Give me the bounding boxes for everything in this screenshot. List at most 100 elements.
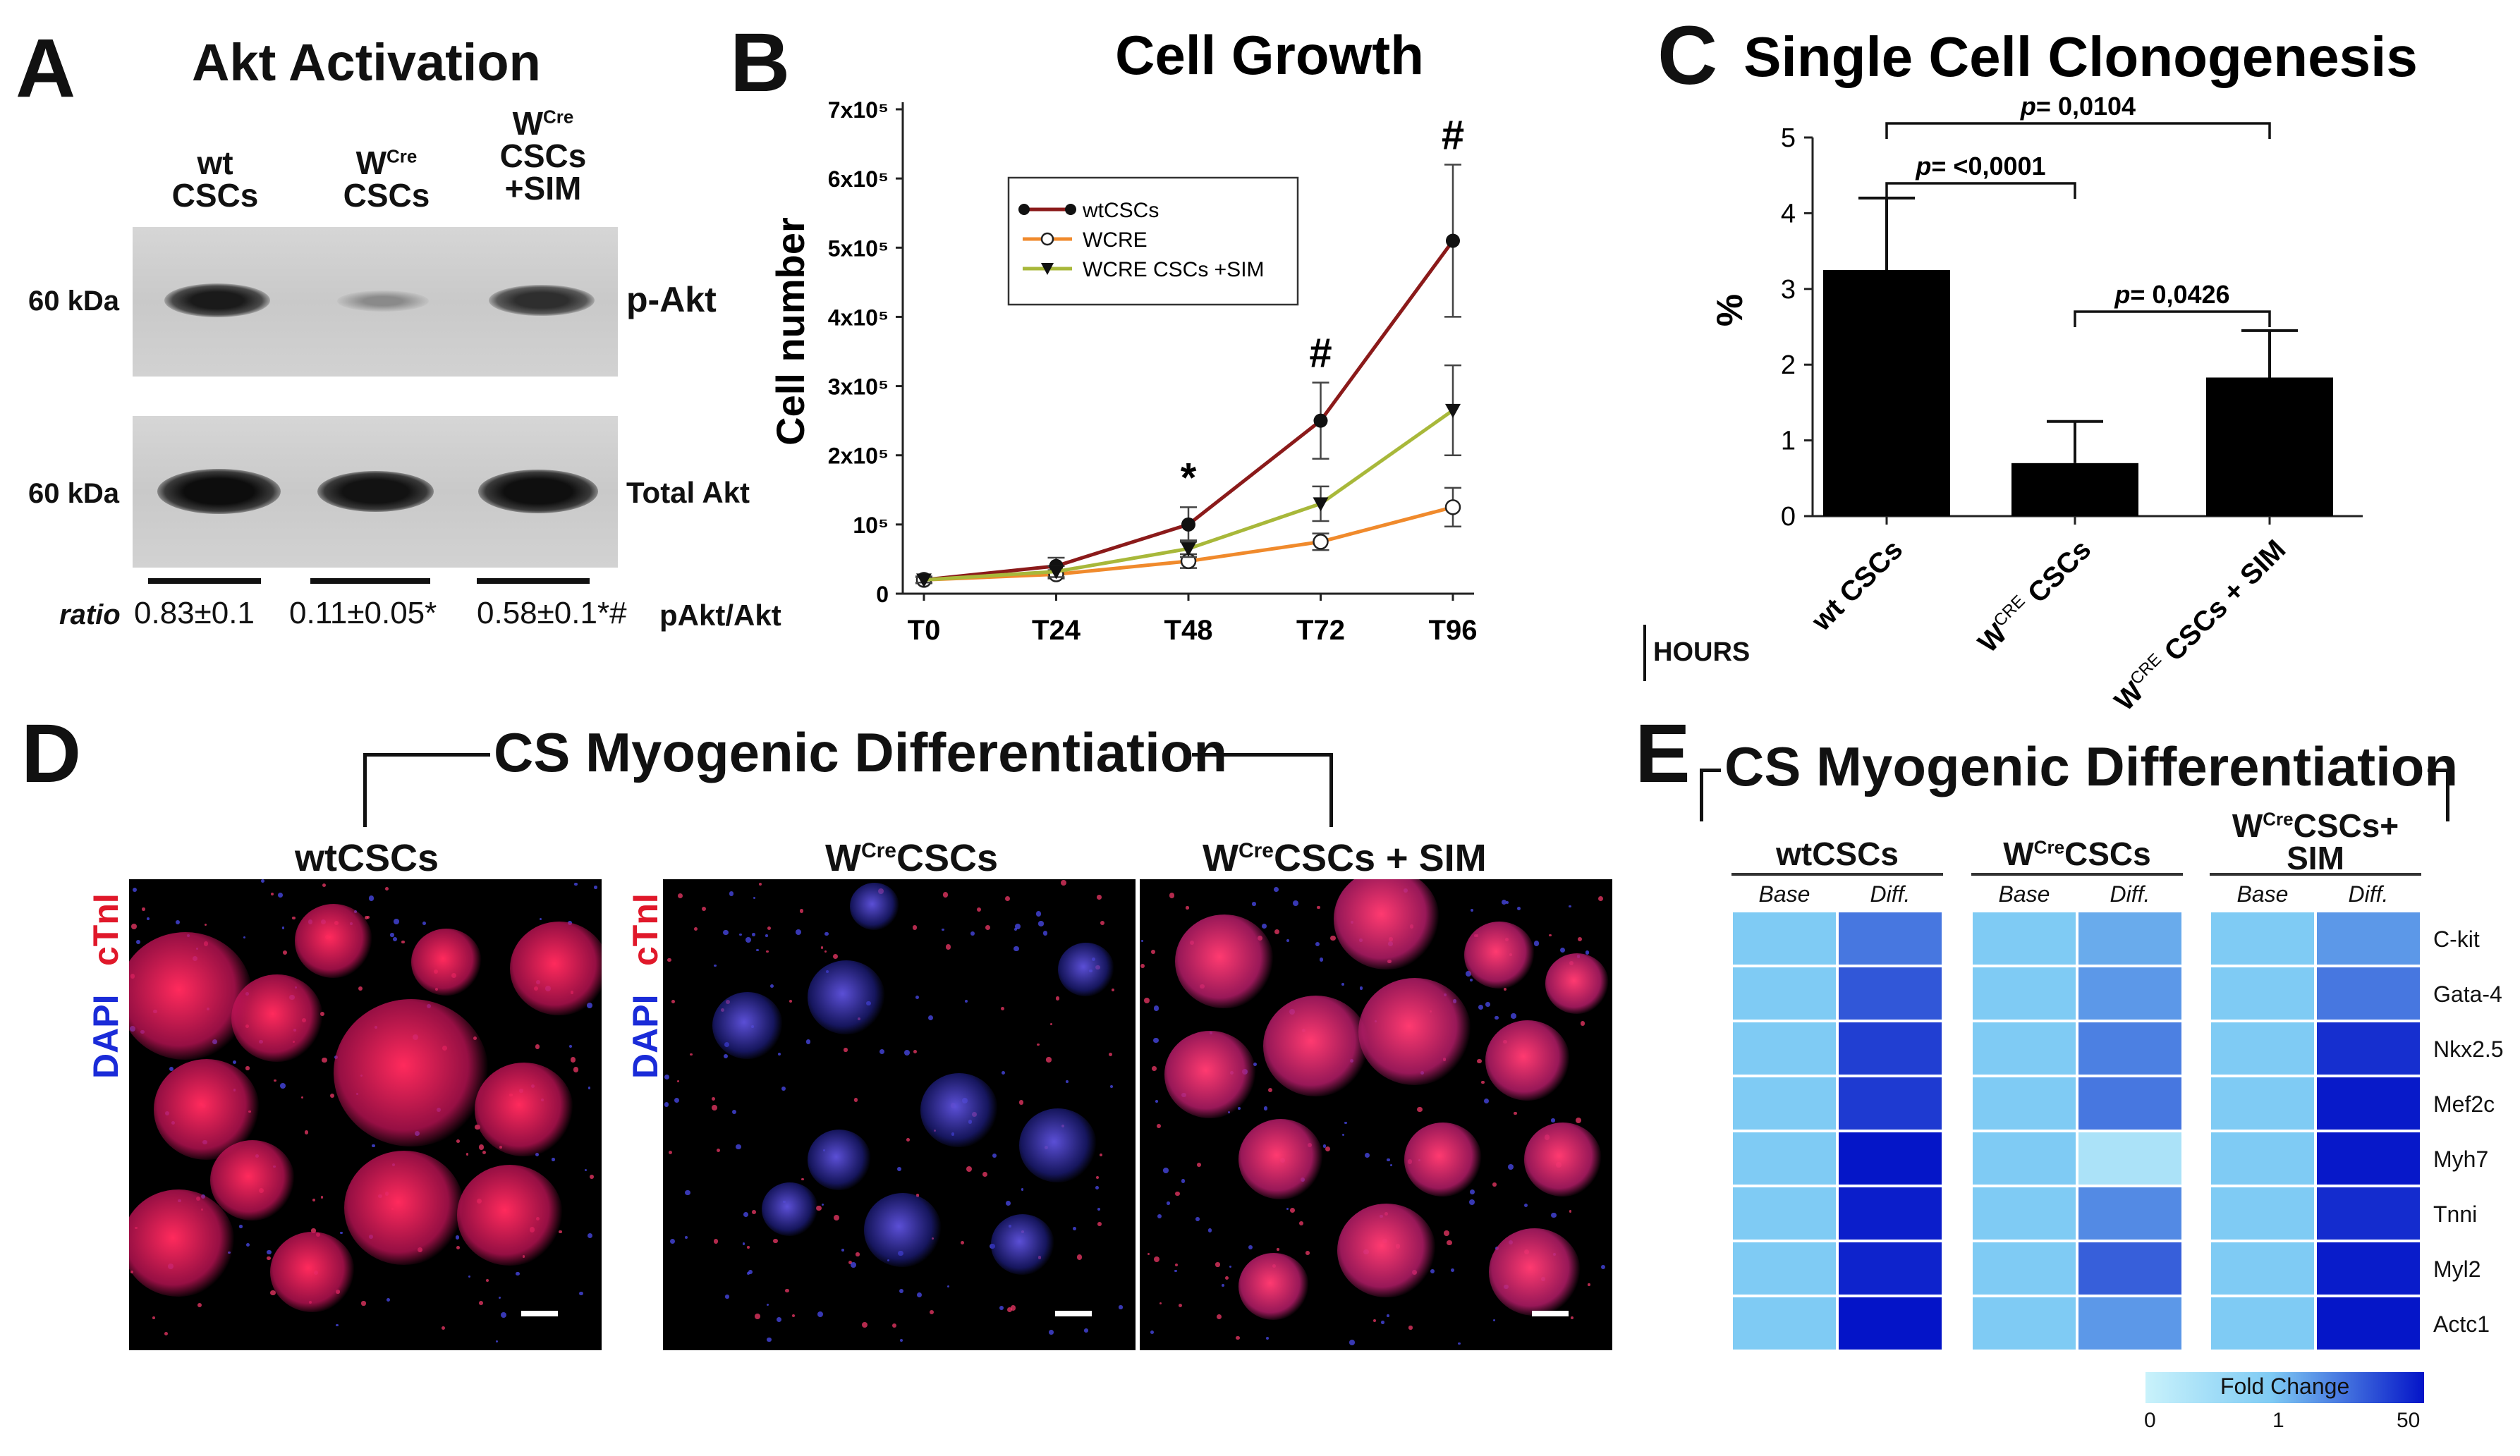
- cell-colony: [1334, 879, 1439, 969]
- band-lane-3: [478, 470, 598, 513]
- speckle: [1341, 983, 1345, 986]
- speckle: [468, 1275, 471, 1278]
- cell-colony: [270, 1232, 355, 1312]
- x-tick-label: WCRE CSCs + SIM: [2107, 533, 2291, 717]
- heatmap-cell-base: [2210, 1076, 2315, 1131]
- speckle: [1178, 1304, 1182, 1308]
- speckle: [723, 929, 729, 936]
- speckle: [1014, 927, 1018, 931]
- fold-change-legend-bar: [2145, 1372, 2424, 1403]
- speckle: [1147, 1252, 1150, 1256]
- heatmap-cell-diff: [1837, 1296, 1943, 1351]
- speckle: [1387, 1314, 1389, 1317]
- heatmap-cell-base: [2210, 1021, 2315, 1076]
- speckle: [851, 1262, 856, 1268]
- heatmap-cell-diff: [1837, 1021, 1943, 1076]
- speckle: [1140, 964, 1145, 969]
- heatmap-cell-diff: [1837, 1241, 1943, 1296]
- speckle: [970, 931, 975, 936]
- speckle: [985, 924, 990, 930]
- heatmap-cell-base: [2210, 1241, 2315, 1296]
- speckle: [725, 1295, 729, 1299]
- speckle: [1001, 1070, 1005, 1075]
- heatmap-cell-diff: [2315, 1076, 2421, 1131]
- speckle: [1389, 1163, 1393, 1167]
- panel-d-bracket: [363, 753, 490, 757]
- y-tick-label: 2x10⁵: [828, 443, 889, 469]
- heatmap-group-label: WCreCSCs: [2003, 836, 2151, 872]
- legend-marker: [1065, 204, 1076, 215]
- speckle: [1551, 1212, 1557, 1218]
- speckle: [558, 1230, 562, 1234]
- speckle: [855, 1252, 860, 1256]
- heatmap-cell-base: [2210, 911, 2315, 966]
- speckle: [1325, 1146, 1331, 1151]
- speckle: [1037, 1043, 1040, 1046]
- speckle: [792, 1314, 796, 1318]
- speckle: [742, 1242, 745, 1245]
- speckle: [311, 1228, 316, 1233]
- speckle: [1167, 1201, 1170, 1206]
- kda-label-bottom: 60 kDa: [28, 478, 119, 509]
- speckle: [853, 1098, 858, 1102]
- cell-colony: [1358, 978, 1471, 1085]
- speckle: [1504, 987, 1507, 991]
- cell-colony: [1019, 1108, 1097, 1182]
- speckle: [676, 1079, 679, 1082]
- speckle: [1207, 1228, 1212, 1232]
- speckle: [966, 1166, 972, 1172]
- speckle: [685, 1189, 690, 1196]
- ratio-unit: pAkt/Akt: [659, 599, 781, 632]
- lane-3-label: WCre CSCs +SIM: [499, 105, 587, 207]
- speckle: [1248, 1244, 1253, 1250]
- speckle: [482, 1150, 487, 1155]
- speckle: [1174, 1269, 1177, 1273]
- speckle: [712, 1104, 717, 1111]
- speckle: [821, 946, 824, 949]
- speckle: [570, 1057, 576, 1063]
- y-tick-label: 5: [1781, 123, 1796, 153]
- speckle: [713, 1239, 719, 1244]
- hours-bracket: [1643, 625, 1646, 681]
- band-label-total-akt: Total Akt: [626, 476, 750, 509]
- speckle: [781, 1086, 786, 1091]
- speckle: [664, 1074, 670, 1080]
- speckle: [516, 1271, 520, 1276]
- speckle: [758, 882, 762, 886]
- heatmap-cell-diff: [2077, 1296, 2183, 1351]
- speckle: [1038, 921, 1044, 926]
- data-point: [1048, 565, 1064, 580]
- speckle: [1144, 998, 1150, 1004]
- speckle: [465, 1153, 469, 1156]
- heatmap-cell-base: [1971, 1241, 2077, 1296]
- cell-colony: [1238, 1119, 1323, 1199]
- speckle: [1000, 1006, 1004, 1010]
- x-tick-label: wt CSCs: [1806, 534, 1909, 637]
- speckle: [1471, 908, 1474, 912]
- speckle: [1150, 1330, 1154, 1335]
- western-blot-p-akt: [133, 227, 618, 377]
- data-point: [916, 573, 932, 588]
- speckle: [1229, 1266, 1232, 1268]
- speckle: [903, 1050, 910, 1056]
- speckle: [245, 1242, 250, 1247]
- speckle: [552, 1158, 555, 1161]
- speckle: [1289, 1207, 1295, 1213]
- speckle: [1042, 931, 1048, 936]
- speckle: [1470, 1189, 1475, 1194]
- y-tick-label: 4x10⁵: [828, 305, 889, 330]
- speckle: [1154, 1256, 1160, 1262]
- speckle: [1478, 1004, 1484, 1010]
- speckle: [1386, 1158, 1390, 1162]
- heatmap-cell-base: [1731, 1241, 1837, 1296]
- speckle: [817, 1311, 824, 1318]
- cell-colony: [154, 1059, 260, 1160]
- speckle: [1175, 1191, 1180, 1197]
- data-point: [1446, 233, 1460, 248]
- speckle: [401, 941, 405, 944]
- panel-e-bracket: [2428, 769, 2449, 772]
- group-underline: [1971, 873, 2183, 876]
- speckle: [694, 926, 698, 931]
- speckle: [799, 909, 804, 913]
- speckle: [1277, 1248, 1279, 1251]
